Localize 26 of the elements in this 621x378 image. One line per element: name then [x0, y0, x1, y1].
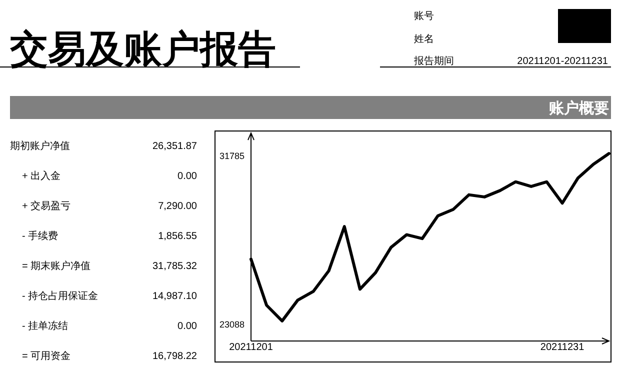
- text: 20211201-20211231: [517, 56, 608, 67]
- text: 0.00: [178, 171, 198, 182]
- text: 16,798.22: [152, 351, 198, 362]
- x-tick-label: 20211201: [229, 342, 274, 353]
- text: 账号: [414, 10, 434, 22]
- text: = 可用资金: [22, 350, 71, 362]
- y-tick-label: 31785: [219, 150, 245, 161]
- text: - 持仓占用保证金: [22, 290, 98, 302]
- text: + 出入金: [22, 170, 61, 182]
- text: = 期末账户净值: [22, 260, 91, 272]
- text: 14,987.10: [152, 291, 198, 302]
- text: - 手续费: [22, 230, 58, 242]
- y-tick-label: 23088: [219, 319, 245, 330]
- text: 交易及账户报告: [9, 28, 276, 71]
- text: 报告期间: [413, 55, 454, 67]
- text: 账户概要: [548, 99, 609, 117]
- x-tick-label: 20211231: [540, 342, 585, 353]
- text: 31,785.32: [152, 261, 198, 272]
- text: - 挂单冻结: [22, 320, 68, 332]
- text: 26,351.87: [152, 141, 198, 152]
- text: 1,856.55: [158, 231, 198, 242]
- text: 期初账户净值: [10, 140, 70, 152]
- text: 姓名: [414, 33, 434, 45]
- text: 0.00: [178, 321, 198, 332]
- text: + 交易盈亏: [22, 200, 71, 212]
- text: 7,290.00: [158, 201, 198, 212]
